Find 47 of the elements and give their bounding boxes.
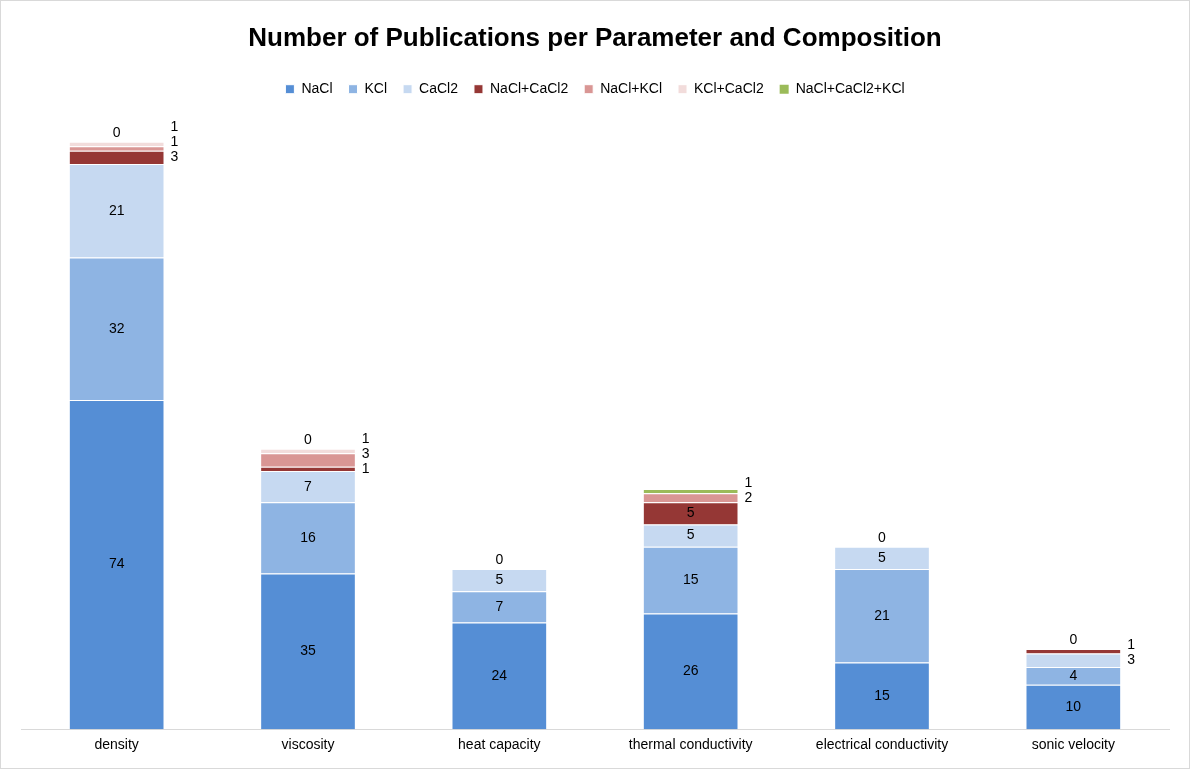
data-label: 1 xyxy=(361,429,370,446)
data-label: 1 xyxy=(361,459,370,476)
data-label: 1 xyxy=(1127,636,1136,653)
x-tick-label: electrical conductivity xyxy=(815,736,949,753)
data-label: 32 xyxy=(108,319,125,336)
data-label: 5 xyxy=(686,504,695,521)
data-label: 4 xyxy=(1069,666,1078,683)
chart-title: Number of Publications per Parameter and Composition xyxy=(248,21,942,52)
x-tick-label: heat capacity xyxy=(458,736,541,753)
data-label: 0 xyxy=(878,528,887,545)
data-label: 2 xyxy=(744,488,753,505)
data-label: 5 xyxy=(686,526,695,543)
data-label: 1 xyxy=(170,133,179,150)
x-tick-label: sonic velocity xyxy=(1031,736,1115,753)
legend-label: NaCl+CaCl2+KCl xyxy=(795,80,905,97)
data-label: 24 xyxy=(491,666,508,683)
data-label: 21 xyxy=(108,201,125,218)
data-label: 0 xyxy=(1069,630,1078,647)
legend-label: NaCl xyxy=(301,80,333,97)
data-label: 10 xyxy=(1065,697,1082,714)
data-label: 15 xyxy=(682,570,699,587)
legend-label: NaCl+KCl xyxy=(600,80,663,97)
data-label: 74 xyxy=(108,555,125,572)
data-label: 5 xyxy=(878,548,887,565)
data-label: 3 xyxy=(361,444,370,461)
data-label: 7 xyxy=(495,597,504,614)
data-label: 3 xyxy=(170,148,179,165)
legend-label: KCl xyxy=(364,80,388,97)
data-label: 1 xyxy=(744,473,753,490)
x-tick-label: thermal conductivity xyxy=(628,736,753,753)
data-label: 35 xyxy=(300,642,316,659)
data-label: 0 xyxy=(495,550,504,567)
x-tick-label: viscosity xyxy=(281,736,335,753)
data-label: 0 xyxy=(304,430,313,447)
legend-label: NaCl+CaCl2 xyxy=(489,80,569,97)
data-label: 3 xyxy=(1127,651,1136,668)
data-label: 15 xyxy=(874,686,890,703)
data-label: 5 xyxy=(495,570,504,587)
data-label: 0 xyxy=(112,123,121,140)
data-label: 1 xyxy=(170,118,179,135)
x-tick-label: density xyxy=(94,736,139,753)
data-label: 26 xyxy=(682,662,699,679)
data-label: 16 xyxy=(300,528,316,545)
data-label: 7 xyxy=(304,477,313,494)
legend-label: KCl+CaCl2 xyxy=(694,80,764,97)
data-label: 21 xyxy=(874,606,890,623)
legend-label: CaCl2 xyxy=(419,80,459,97)
